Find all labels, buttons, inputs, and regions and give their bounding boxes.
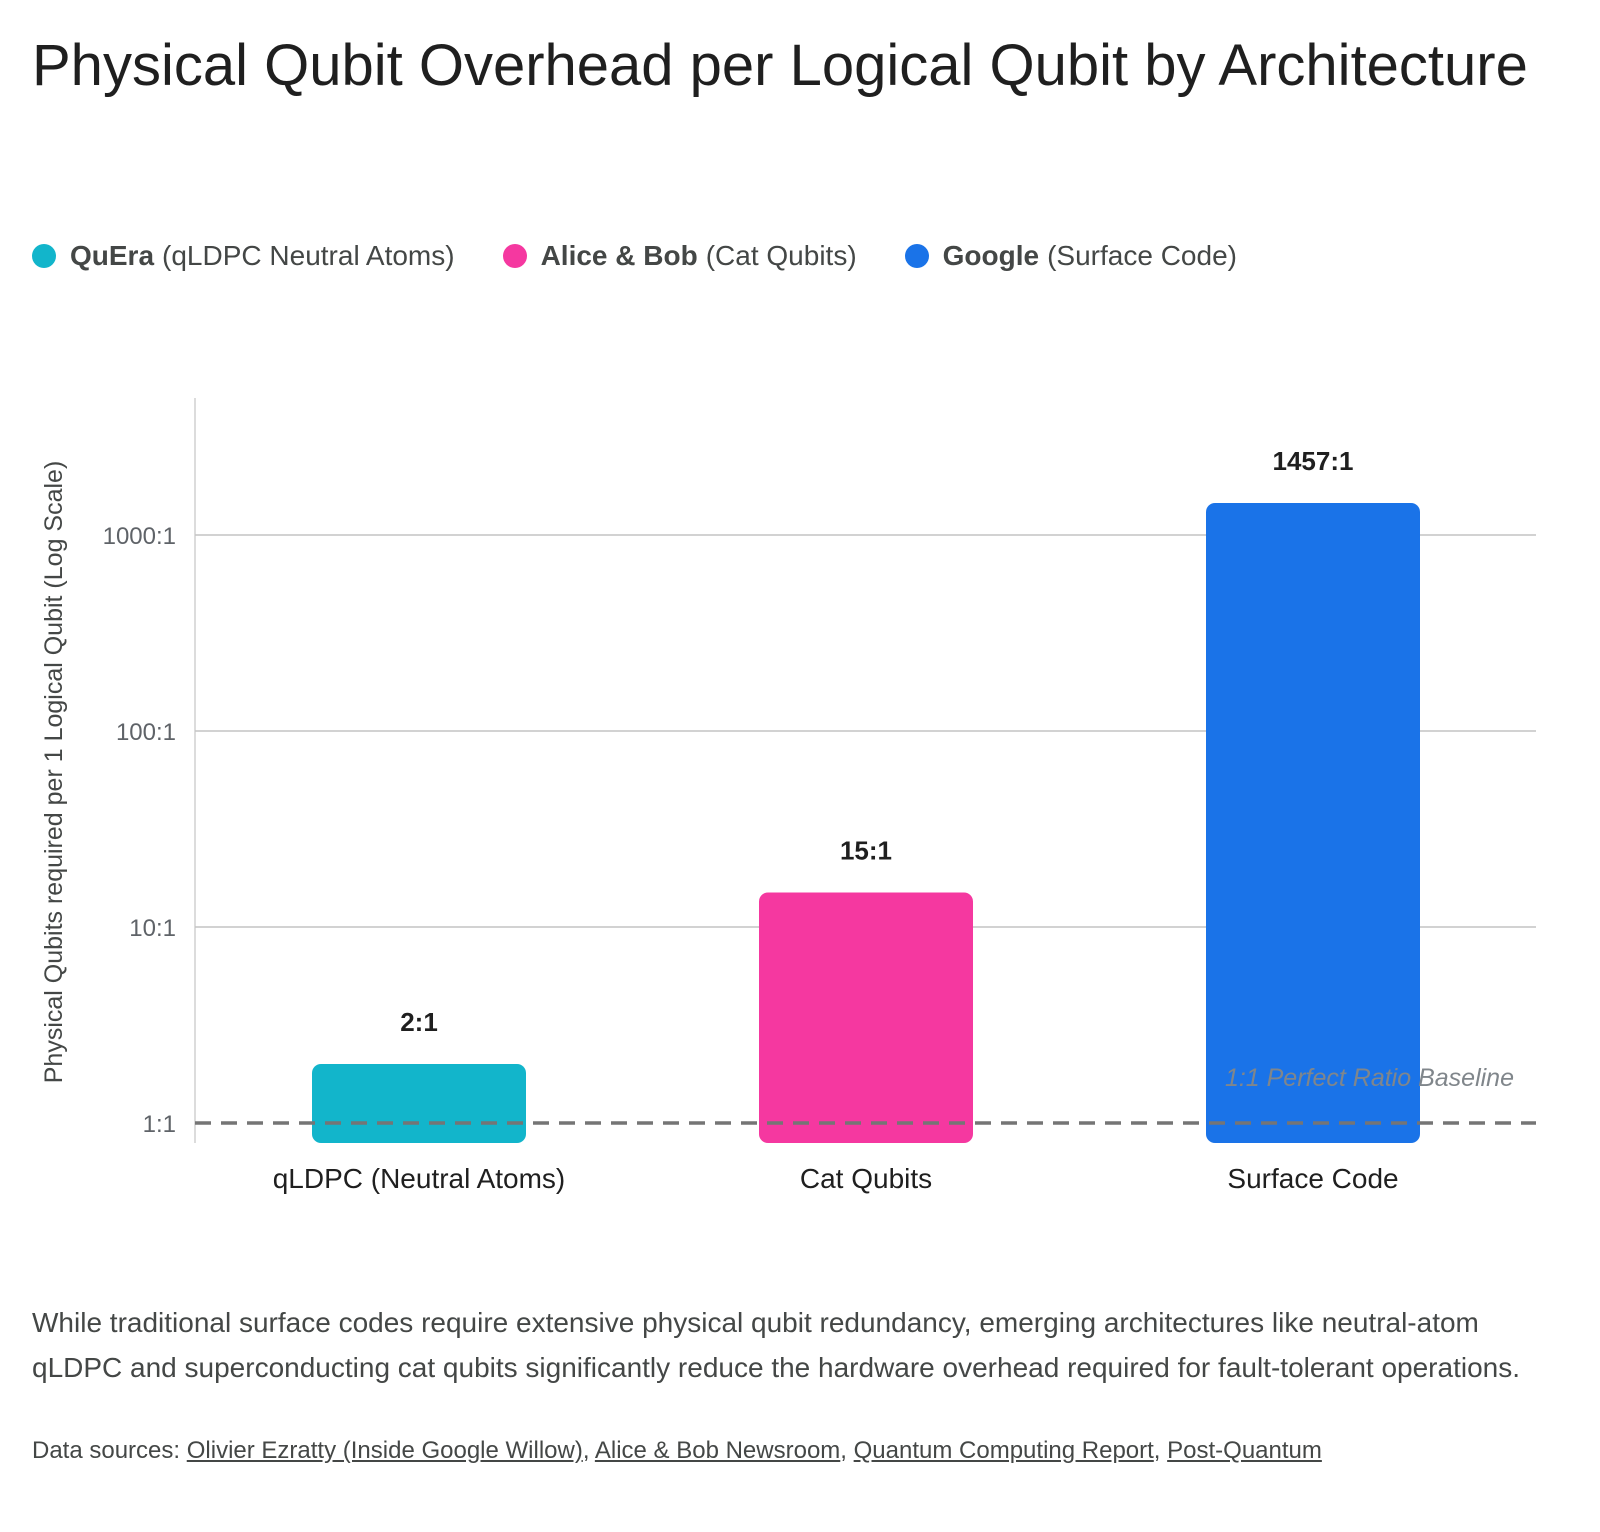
legend-name-quera: QuEra xyxy=(70,240,155,271)
bar-value-label: 15:1 xyxy=(840,835,892,865)
bar xyxy=(1206,502,1420,1143)
source-link-alice-bob[interactable]: Alice & Bob Newsroom xyxy=(594,1437,841,1464)
bar-value-label: 2:1 xyxy=(400,1007,438,1037)
source-link-ezratty[interactable]: Olivier Ezratty (Inside Google Willow) xyxy=(186,1437,583,1464)
legend-detail-google: (Surface Code) xyxy=(1047,240,1237,271)
sources-prefix: Data sources: xyxy=(32,1437,187,1464)
legend-swatch-quera xyxy=(32,244,56,268)
y-tick-label: 1:1 xyxy=(143,1111,176,1138)
legend-item-alice-bob[interactable]: Alice & Bob (Cat Qubits) xyxy=(502,240,857,272)
x-tick-label: qLDPC (Neutral Atoms) xyxy=(273,1163,566,1194)
legend-detail-quera: (qLDPC Neutral Atoms) xyxy=(162,240,455,271)
bar-chart: 1:1 10:1 100:1 1000:1 Physical Qubits requir… xyxy=(40,398,1536,1194)
bar-value-label: 1457:1 xyxy=(1273,446,1354,476)
legend-item-google[interactable]: Google (Surface Code) xyxy=(904,240,1237,272)
sources-separator: , xyxy=(1153,1437,1168,1464)
legend-name-alice-bob: Alice & Bob xyxy=(540,240,698,271)
chart-title: Physical Qubit Overhead per Logical Qubi… xyxy=(32,33,1528,98)
y-tick-label: 10:1 xyxy=(129,915,176,942)
baseline-label: 1:1 Perfect Ratio Baseline xyxy=(1225,1064,1514,1092)
legend-swatch-google xyxy=(904,244,929,268)
legend-swatch-alice-bob xyxy=(502,244,527,268)
chart-caption: While traditional surface codes require … xyxy=(32,1307,1520,1383)
data-sources: Data sources: Olivier Ezratty (Inside Go… xyxy=(32,1437,1322,1465)
source-link-post-quantum[interactable]: Post-Quantum xyxy=(1167,1437,1322,1464)
y-tick-label: 1000:1 xyxy=(103,523,176,550)
legend-name-google: Google xyxy=(942,240,1040,271)
source-link-qcr[interactable]: Quantum Computing Report xyxy=(853,1437,1154,1464)
legend-item-quera[interactable]: QuEra (qLDPC Neutral Atoms) xyxy=(32,240,455,272)
bar xyxy=(759,892,973,1143)
bar xyxy=(312,1063,526,1143)
legend-detail-alice-bob: (Cat Qubits) xyxy=(705,240,857,271)
x-tick-label: Cat Qubits xyxy=(800,1163,932,1194)
legend: QuEra (qLDPC Neutral Atoms) Alice & Bob … xyxy=(32,236,1285,276)
sources-separator: , xyxy=(582,1437,595,1464)
y-axis-title: Physical Qubits required per 1 Logical Q… xyxy=(40,461,68,1084)
sources-separator: , xyxy=(840,1437,854,1464)
x-tick-label: Surface Code xyxy=(1227,1163,1398,1194)
y-tick-label: 100:1 xyxy=(116,719,176,746)
